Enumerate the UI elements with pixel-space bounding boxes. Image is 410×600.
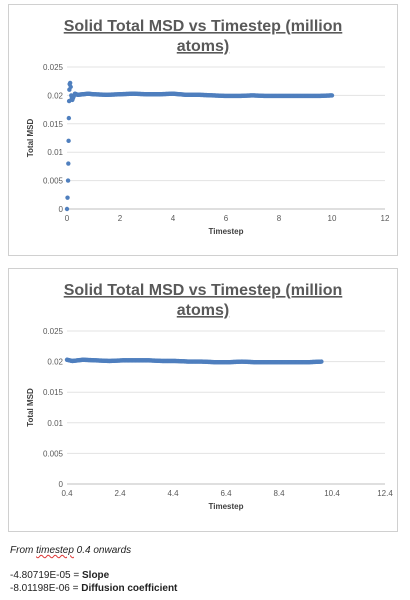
y-tick-label: 0.005 — [43, 449, 64, 458]
chart-title-line2: atoms) — [177, 302, 229, 319]
y-tick-label: 0.005 — [43, 177, 64, 186]
y-tick-label: 0 — [59, 205, 64, 214]
chart-svg-from-0-4: Solid Total MSD vs Timestep (million atom… — [26, 282, 393, 511]
y-tick-label: 0.025 — [43, 327, 64, 336]
diffusion-label: Diffusion coefficient — [81, 583, 178, 594]
note-range-prefix: From — [10, 545, 37, 556]
diffusion-line: -8.01198E-06 = Diffusion coefficient — [10, 582, 177, 595]
chart-svg-full: Solid Total MSD vs Timestep (million atom… — [26, 18, 390, 236]
data-point — [64, 206, 70, 212]
x-tick-label: 4.4 — [167, 489, 179, 498]
x-tick-label: 10 — [328, 214, 337, 223]
data-point — [319, 359, 324, 364]
msd-chart-from-0-4: Solid Total MSD vs Timestep (million atom… — [8, 268, 398, 532]
y-tick-label: 0.02 — [47, 91, 63, 100]
note-range-word: timestep — [36, 545, 74, 556]
data-point — [65, 195, 70, 200]
x-axis-label: Timestep — [209, 227, 244, 236]
msd-chart-full: Solid Total MSD vs Timestep (million atom… — [8, 4, 398, 256]
x-tick-label: 2.4 — [114, 489, 126, 498]
x-tick-label: 8.4 — [273, 489, 285, 498]
data-point — [67, 80, 73, 86]
x-tick-label: 2 — [118, 214, 123, 223]
x-tick-label: 6.4 — [220, 489, 232, 498]
x-tick-label: 4 — [171, 214, 176, 223]
slope-value: -4.80719E-05 = — [10, 570, 82, 581]
y-tick-label: 0.015 — [43, 388, 64, 397]
y-axis-label: Total MSD — [26, 119, 35, 158]
x-tick-label: 12 — [381, 214, 390, 223]
y-tick-label: 0.01 — [47, 419, 63, 428]
y-tick-label: 0.015 — [43, 120, 64, 129]
data-point — [65, 178, 71, 183]
data-point — [66, 138, 71, 144]
note-range: From timestep 0.4 onwards — [10, 544, 177, 557]
x-tick-label: 0.4 — [61, 489, 73, 498]
y-tick-label: 0.01 — [47, 148, 63, 157]
diffusion-value: -8.01198E-06 = — [10, 583, 82, 594]
note-range-suffix: 0.4 onwards — [73, 545, 132, 556]
x-axis-label: Timestep — [209, 502, 244, 511]
slope-line: -4.80719E-05 = Slope — [10, 569, 177, 582]
data-point — [66, 115, 72, 121]
y-axis-label: Total MSD — [26, 388, 35, 427]
x-tick-label: 0 — [65, 214, 70, 223]
x-tick-label: 8 — [277, 214, 282, 223]
y-tick-label: 0.025 — [43, 63, 64, 72]
data-point — [66, 161, 71, 166]
x-tick-label: 12.4 — [377, 489, 393, 498]
x-tick-label: 6 — [224, 214, 229, 223]
y-tick-label: 0.02 — [47, 358, 63, 367]
slope-label: Slope — [82, 570, 110, 581]
chart-title-line1: Solid Total MSD vs Timestep (million — [64, 282, 343, 299]
x-tick-label: 10.4 — [324, 489, 340, 498]
data-point — [68, 84, 73, 90]
data-point — [329, 93, 335, 98]
chart-title-line2: atoms) — [177, 38, 229, 55]
y-tick-label: 0 — [59, 480, 64, 489]
notes-block: From timestep 0.4 onwards -4.80719E-05 =… — [10, 544, 177, 595]
chart-title-line1: Solid Total MSD vs Timestep (million — [64, 18, 343, 35]
